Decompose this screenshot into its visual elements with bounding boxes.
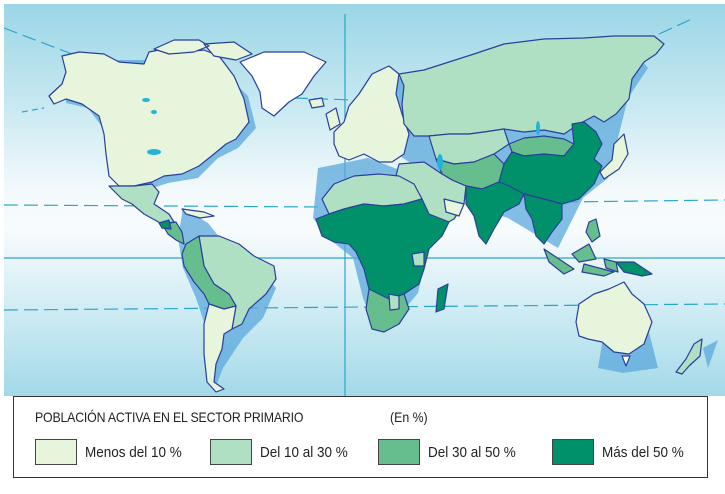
legend-label: Menos del 10 % xyxy=(85,443,182,461)
region-australia xyxy=(575,281,653,355)
swatch-10-30 xyxy=(210,439,252,465)
region-southeast-asia xyxy=(523,193,563,245)
region-new-zealand xyxy=(675,338,703,375)
legend-item-under-10: Menos del 10 % xyxy=(35,439,193,465)
swatch-under-10 xyxy=(35,439,77,465)
region-indonesia xyxy=(543,243,615,277)
region-sub-saharan-africa xyxy=(315,198,450,305)
region-europe xyxy=(333,65,410,163)
map-canvas xyxy=(4,14,725,396)
swatch-over-50 xyxy=(552,439,594,465)
world-map xyxy=(4,4,725,396)
legend-item-over-50: Más del 50 % xyxy=(552,439,693,465)
region-north-america xyxy=(48,48,250,187)
legend-title: POBLACIÓN ACTIVA EN EL SECTOR PRIMARIO xyxy=(35,409,304,425)
region-mexico xyxy=(108,183,175,225)
legend-item-30-50: Del 30 al 50 % xyxy=(378,439,526,465)
region-russia xyxy=(398,35,665,137)
region-india xyxy=(465,181,525,245)
region-greenland xyxy=(239,51,327,117)
legend-item-10-30: Del 10 al 30 % xyxy=(210,439,358,465)
legend-label: Del 10 al 30 % xyxy=(260,443,348,461)
legend-label: Más del 50 % xyxy=(602,443,684,461)
region-japan xyxy=(599,133,629,180)
legend-label: Del 30 al 50 % xyxy=(428,443,516,461)
legend: POBLACIÓN ACTIVA EN EL SECTOR PRIMARIO (… xyxy=(13,396,708,478)
legend-unit: (En %) xyxy=(390,409,428,425)
swatch-30-50 xyxy=(378,439,420,465)
region-southern-cone xyxy=(203,303,237,393)
region-papua-new-guinea xyxy=(615,261,653,277)
